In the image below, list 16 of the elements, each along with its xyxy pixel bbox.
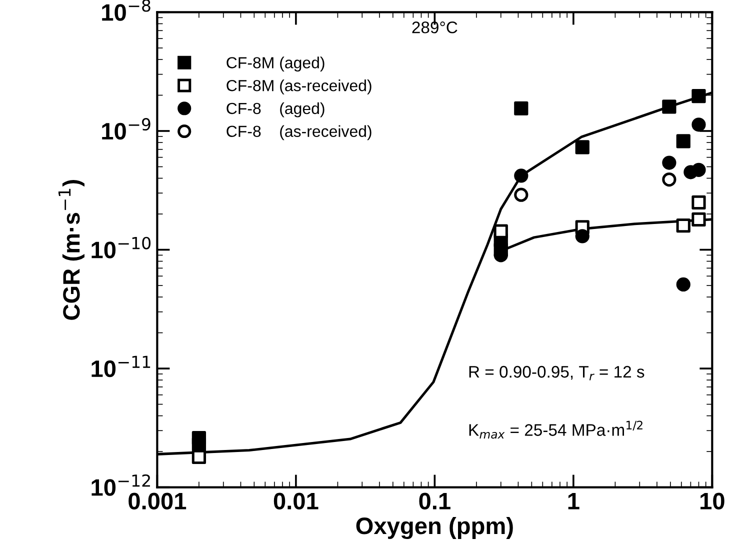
x-tick-label: 0.1 xyxy=(419,492,450,510)
legend-label: CF-8M (aged) xyxy=(226,56,324,72)
legend-label: CF-8 (as-received) xyxy=(226,125,372,140)
x-axis-title: Oxygen (ppm) xyxy=(356,516,513,540)
x-tick-label: 0.01 xyxy=(274,492,318,510)
y-tick-label: 10$^{−11}$ xyxy=(92,356,150,378)
y-tick-label: 10$^{−10}$ xyxy=(92,236,151,258)
annotation: 289°C xyxy=(412,22,458,34)
legend-label: CF-8M (as-received) xyxy=(226,80,372,94)
legend-label: CF-8 (aged) xyxy=(226,102,324,118)
x-tick-label: 1 xyxy=(568,493,580,510)
x-tick-label: 10 xyxy=(700,492,724,510)
annotation: K$_{max}$ = 25-54 MPa·m$^{1/2}$ xyxy=(469,420,642,439)
y-axis-title: CGR (m·s$^{−1}$) xyxy=(58,180,84,320)
y-tick-label: 10$^{−9}$ xyxy=(102,118,150,140)
annotation: R = 0.90-0.95, T$_{r}$ = 12 s xyxy=(469,366,644,380)
